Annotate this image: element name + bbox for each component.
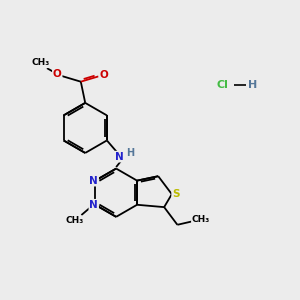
Text: CH₃: CH₃: [32, 58, 50, 67]
Text: N: N: [89, 200, 98, 210]
Text: S: S: [172, 189, 180, 199]
Text: Cl: Cl: [216, 80, 228, 90]
Text: CH₃: CH₃: [192, 215, 210, 224]
Text: H: H: [248, 80, 257, 90]
Text: H: H: [126, 148, 134, 158]
Text: N: N: [89, 176, 98, 186]
Text: CH₃: CH₃: [65, 217, 84, 226]
Text: N: N: [115, 152, 124, 162]
Text: O: O: [99, 70, 108, 80]
Text: O: O: [53, 69, 62, 79]
